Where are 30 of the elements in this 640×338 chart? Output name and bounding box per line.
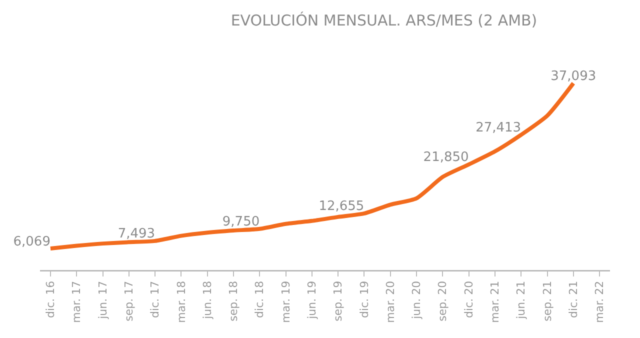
data-label: 21,850 xyxy=(423,150,469,166)
x-tick-label: sep. 17 xyxy=(122,280,136,322)
x-tick-label: mar. 17 xyxy=(70,280,84,323)
x-tick-label: mar. 19 xyxy=(279,280,292,323)
x-tick-label: jun. 21 xyxy=(514,280,528,320)
x-tick-label: dic. 19 xyxy=(358,280,371,318)
x-tick-label: dic. 20 xyxy=(462,280,476,318)
x-tick-label: sep. 19 xyxy=(332,280,345,322)
x-tick-label: mar. 20 xyxy=(384,280,397,323)
x-tick-label: mar. 22 xyxy=(593,280,606,323)
x-tick-label: jun. 18 xyxy=(200,280,214,320)
data-label: 27,413 xyxy=(476,120,522,136)
x-tick-label: sep. 20 xyxy=(436,280,450,322)
x-tick-label: jun. 17 xyxy=(96,280,110,320)
x-tick-label: dic. 18 xyxy=(253,280,266,318)
data-label: 37,093 xyxy=(550,69,596,84)
x-tick-label: mar. 21 xyxy=(488,280,502,323)
data-label: 12,655 xyxy=(318,199,364,214)
x-tick-label: sep. 18 xyxy=(227,280,240,322)
data-label: 9,750 xyxy=(222,214,260,230)
x-tick-label: dic. 17 xyxy=(148,280,162,318)
x-tick-label: jun. 20 xyxy=(410,280,424,320)
x-tick-label: dic. 21 xyxy=(566,280,580,318)
x-tick-label: sep. 21 xyxy=(540,280,554,322)
x-tick-label: jun. 19 xyxy=(306,280,319,320)
x-tick-label: mar. 18 xyxy=(174,280,188,323)
data-label: 7,493 xyxy=(118,226,156,242)
data-label: 6,069 xyxy=(13,234,50,250)
chart-title: EVOLUCIÓN MENSUAL. ARS/MES (2 AMB) xyxy=(230,12,538,30)
x-tick-label: dic. 16 xyxy=(44,280,58,318)
